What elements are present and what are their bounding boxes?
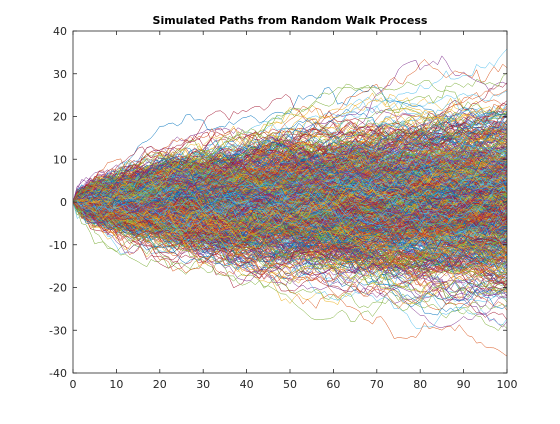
series-line: [73, 80, 507, 203]
series-line: [73, 149, 507, 215]
series-line: [73, 131, 507, 212]
series-line: [73, 199, 507, 250]
series-line: [73, 193, 507, 235]
series-line: [73, 199, 507, 277]
x-tick-label: 90: [457, 378, 471, 391]
x-tick-label: 80: [413, 378, 427, 391]
series-line: [73, 157, 507, 223]
series-line: [73, 181, 507, 227]
x-tick-label: 30: [196, 378, 210, 391]
series-line: [73, 174, 507, 208]
series-line: [73, 165, 507, 210]
series-line: [73, 113, 507, 204]
series-line: [73, 149, 507, 206]
series-line: [73, 154, 507, 213]
series-line: [73, 201, 507, 270]
y-tick-label: -40: [49, 367, 67, 380]
series-line: [73, 201, 507, 312]
series-line: [73, 181, 507, 230]
x-tick-label: 100: [497, 378, 518, 391]
y-tick-label: -20: [49, 282, 67, 295]
series-line: [73, 112, 507, 229]
series-line: [73, 196, 507, 276]
series-line: [73, 156, 507, 225]
series-line: [73, 84, 507, 203]
series-line: [73, 196, 507, 282]
series-line: [73, 162, 507, 226]
series-line: [73, 150, 507, 204]
series-line: [73, 183, 507, 244]
series-line: [73, 174, 507, 220]
series-line: [73, 196, 507, 237]
series-line: [73, 201, 507, 300]
series-line: [73, 158, 507, 222]
simulated-paths: [73, 48, 507, 357]
x-tick-label: 40: [240, 378, 254, 391]
series-line: [73, 199, 507, 255]
y-axis-ticks: -40 -30 -20 -10 0 10 20 30 40: [49, 25, 507, 380]
series-line: [73, 144, 507, 224]
x-axis-ticks: 0 10 20 30 40 50 60 70 80 90 100: [70, 31, 518, 391]
series-line: [73, 89, 507, 214]
series-line: [73, 164, 507, 225]
series-line: [73, 151, 507, 213]
series-line: [73, 187, 507, 233]
series-line: [73, 139, 507, 208]
x-tick-label: 20: [153, 378, 167, 391]
y-tick-label: 30: [53, 68, 67, 81]
y-tick-label: 0: [60, 196, 67, 209]
series-line: [73, 165, 507, 212]
series-line: [73, 201, 507, 306]
series-line: [73, 193, 507, 265]
series-line: [73, 186, 507, 228]
y-tick-label: 10: [53, 153, 67, 166]
y-tick-label: 20: [53, 111, 67, 124]
series-line: [73, 180, 507, 238]
y-tick-label: -30: [49, 324, 67, 337]
x-tick-label: 10: [109, 378, 123, 391]
series-line: [73, 200, 507, 291]
x-tick-label: 50: [283, 378, 297, 391]
x-tick-label: 70: [370, 378, 384, 391]
series-line: [73, 199, 507, 254]
series-line: [73, 186, 507, 227]
chart-title: Simulated Paths from Random Walk Process: [153, 14, 428, 27]
y-tick-label: -10: [49, 239, 67, 252]
series-line: [73, 163, 507, 219]
series-line: [73, 191, 507, 245]
y-tick-label: 40: [53, 25, 67, 38]
series-line: [73, 196, 507, 246]
x-tick-label: 0: [70, 378, 77, 391]
series-line: [73, 102, 507, 203]
series-line: [73, 161, 507, 213]
series-line: [73, 198, 507, 238]
series-line: [73, 181, 507, 250]
x-tick-label: 60: [326, 378, 340, 391]
series-line: [73, 72, 507, 203]
